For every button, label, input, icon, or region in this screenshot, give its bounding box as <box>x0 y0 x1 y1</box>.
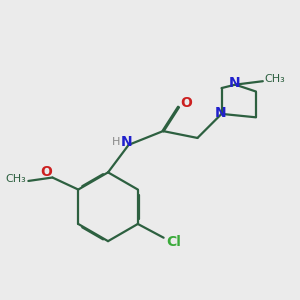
Text: N: N <box>215 106 227 120</box>
Text: Cl: Cl <box>166 235 181 249</box>
Text: O: O <box>180 96 192 110</box>
Text: H: H <box>111 137 120 147</box>
Text: N: N <box>121 135 133 149</box>
Text: CH₃: CH₃ <box>5 174 26 184</box>
Text: N: N <box>229 76 240 90</box>
Text: CH₃: CH₃ <box>265 74 285 85</box>
Text: O: O <box>40 165 52 179</box>
